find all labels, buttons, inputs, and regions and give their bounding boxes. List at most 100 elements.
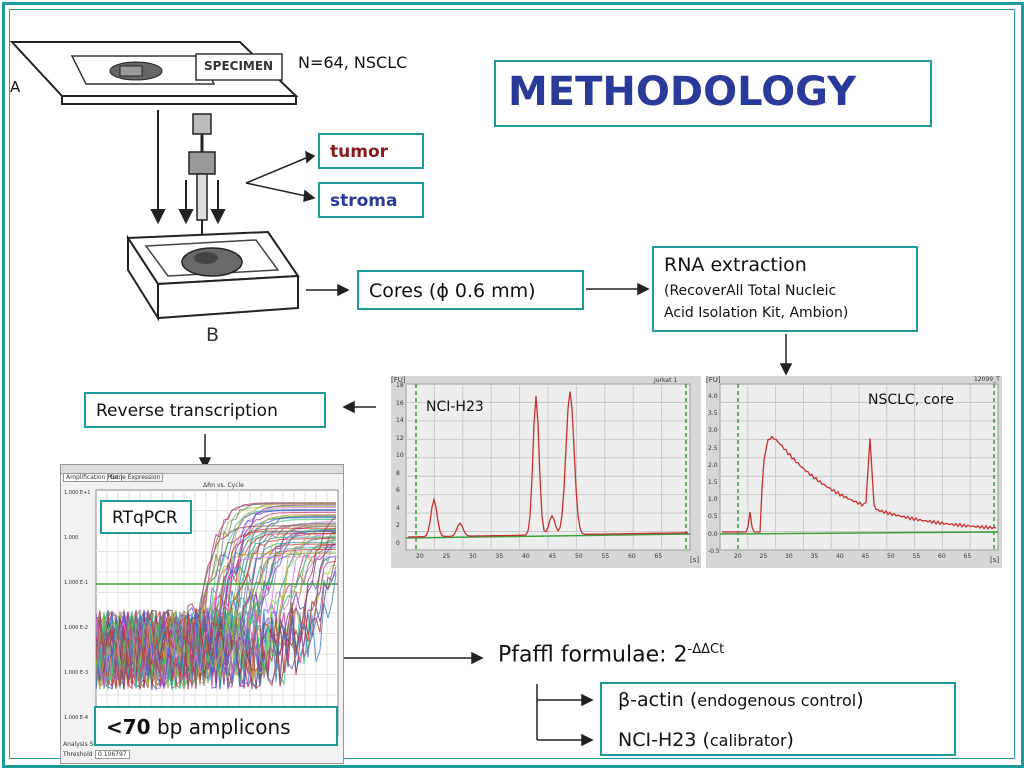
rna-kit-line2: Acid Isolation Kit, Ambion) [664,305,849,321]
left-ytick: 10 [396,452,404,459]
qpcr-ytick: 1.000 E-4 [64,715,89,721]
right-y-unit: [FU] [706,376,721,384]
actin-main: β-actin ( [618,689,698,711]
actin-line: β-actin (endogenous control) [618,689,864,711]
right-ytick: 4.0 [708,393,718,400]
amplicons-box: <70 bp amplicons [94,706,338,746]
left-xtick: 50 [575,553,583,560]
right-ytick: 0.0 [708,530,718,538]
qpcr-threshold-field[interactable]: 0.106797 [95,750,130,759]
reverse-transcription-box: Reverse transcription [84,392,326,428]
left-xtick: 40 [522,553,530,560]
right-ytick: 1.5 [708,479,718,486]
left-xtick: 45 [548,553,557,560]
right-xtick: 40 [836,553,844,560]
amplicons-rest: bp amplicons [150,715,291,739]
qpcr-footer: Analysis Se [63,741,98,748]
panel-b-label: B [206,324,220,346]
rtqpcr-label: RTqPCR [112,508,178,528]
cohort-label: N=64, NSCLC [298,53,408,72]
left-ytick: 18 [396,382,404,389]
rt-label: Reverse transcription [96,401,278,421]
qpcr-ytick: 1.000 E-3 [64,670,89,676]
left-corner-label: Jurkat 1 [654,377,678,384]
right-xtick: 35 [810,553,819,560]
left-ytick: 12 [396,434,404,442]
specimen-slide-illustration [9,41,299,105]
left-ytick: 4 [396,504,400,512]
left-y-unit: [FU] [391,376,406,384]
right-sample-label: NSCLC, core [868,392,954,408]
nci-line: NCI-H23 (calibrator) [618,729,794,751]
tumor-label: tumor [330,142,389,162]
cores-box: Cores (ϕ 0.6 mm) [357,270,584,310]
stroma-label: stroma [330,191,398,211]
pfaffl-base: Pfaffl formulae: 2 [498,642,688,668]
arrow-to-rt [342,400,376,414]
right-xtick: 50 [887,553,895,560]
rna-extraction-box: RNA extraction (RecoverAll Total Nucleic… [652,246,918,332]
right-xtick: 55 [912,553,921,560]
right-ytick: 0.5 [708,513,718,521]
left-ytick: 0 [396,539,400,547]
left-xtick: 20 [416,553,424,560]
bracket-arrows [536,684,594,747]
right-xtick: 45 [861,553,870,560]
nci-main: NCI-H23 ( [618,729,710,751]
qpcr-tab-amplification[interactable]: Amplification Plot [63,473,122,482]
tissue-block-illustration [126,230,300,322]
left-xtick: 25 [442,553,451,560]
down-arrows [150,110,226,225]
amplicons-bold: <70 [106,715,151,739]
arrow-to-rna [586,282,650,296]
left-ytick: 2 [396,522,400,529]
qpcr-window-titlebar [61,465,343,474]
arrow-to-cores [306,283,350,297]
qpcr-threshold-label: Threshold [63,751,93,758]
right-xtick: 60 [938,553,946,560]
core-punch-tool [188,113,216,242]
electropherogram-right [706,376,1002,568]
right-xtick: 30 [785,553,793,560]
left-sample-label: NCI-H23 [426,399,484,415]
right-ytick: -0.5 [708,547,720,555]
left-xtick: 55 [601,553,610,560]
qpcr-ytick: 1.000 [64,535,79,541]
specimen-label: SPECIMEN [204,59,274,73]
left-ytick: 8 [396,469,400,477]
right-ytick: 1.0 [708,496,718,504]
nci-small: calibrator [709,731,787,750]
amplicons-label: <70 bp amplicons [106,715,291,739]
qpcr-ytick: 1.000 E+1 [64,490,91,496]
cores-label: Cores (ϕ 0.6 mm) [369,280,536,302]
left-xtick: 30 [469,553,477,560]
right-ytick: 2.0 [708,461,718,469]
fork-arrows [245,150,316,203]
right-corner-label: 12099_T [974,376,1000,383]
stroma-box: stroma [318,182,424,218]
right-ytick: 3.0 [708,427,718,435]
references-box: β-actin (endogenous control) NCI-H23 (ca… [600,682,956,756]
left-ytick: 6 [396,487,400,494]
arrow-to-qpcr [198,434,212,470]
actin-close: ) [856,689,864,711]
pfaffl-exponent: -ΔΔCt [687,642,725,657]
left-xtick: 35 [495,553,504,560]
qpcr-tab-gene-expression[interactable]: Gene Expression [107,473,164,482]
tumor-box: tumor [318,133,424,169]
page-title: METHODOLOGY [508,69,857,115]
left-x-unit: [s] [690,556,700,564]
slide-inner-frame [9,9,1015,759]
qpcr-ytick: 1.000 E-2 [64,625,89,631]
actin-small: endogenous control [697,691,857,710]
right-ytick: 3.5 [708,410,718,418]
right-x-unit: [s] [990,556,1000,564]
rna-kit-line1: (RecoverAll Total Nucleic [664,283,837,299]
rna-title: RNA extraction [664,254,807,276]
qpcr-plot-title: ΔRn vs. Cycle [203,482,244,489]
right-xtick: 65 [963,553,972,560]
rtqpcr-box: RTqPCR [100,500,192,534]
arrow-to-bioanalyzer [779,334,793,376]
